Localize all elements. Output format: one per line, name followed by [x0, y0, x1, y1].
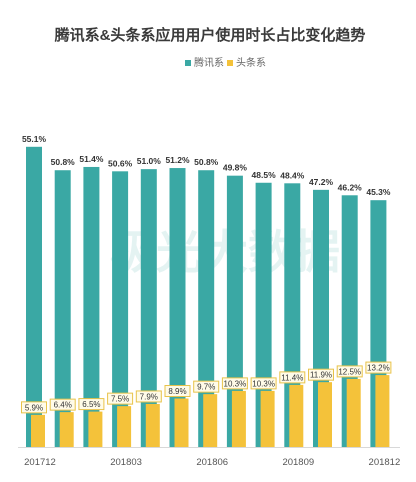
label-tencent-201801: 50.8% [51, 157, 76, 167]
bar-toutiao-201807 [231, 390, 246, 447]
label-tencent-201806: 50.8% [194, 157, 219, 167]
bar-toutiao-201802 [88, 411, 103, 447]
label-box-toutiao-201810 [308, 368, 334, 381]
chart-title: 腾讯系&头条系应用用户使用时长占比变化趋势 [54, 26, 366, 44]
label-tencent-201802: 51.4% [79, 154, 104, 164]
label-toutiao-201805: 8.9% [168, 387, 186, 396]
legend-label-tencent: 腾讯系 [194, 56, 224, 69]
bar-toutiao-201812 [375, 375, 390, 447]
label-box-toutiao-201712 [21, 401, 47, 414]
bar-toutiao-201809 [289, 384, 304, 447]
label-toutiao-201810: 11.9% [310, 371, 332, 380]
label-box-toutiao-201809 [279, 371, 306, 384]
bar-toutiao-201712 [31, 414, 45, 447]
label-toutiao-201806: 9.7% [197, 383, 215, 392]
label-box-toutiao-201805 [164, 385, 191, 398]
bar-toutiao-201810 [318, 382, 332, 447]
label-box-toutiao-201804 [135, 390, 162, 403]
x-axis: 201712 201803 201806 201809 201812 [18, 447, 401, 468]
label-toutiao-201812: 13.2% [367, 364, 390, 373]
bar-tencent-201801 [54, 170, 71, 447]
bar-tencent-201802 [83, 166, 100, 447]
bars: 55.1% 5.9% 50.8% 6.4% 51.4% 6.5% 50.6% 7.5% 51.0… [21, 134, 392, 448]
label-toutiao-201804: 7.9% [140, 392, 158, 401]
legend-swatch-toutiao [227, 60, 233, 66]
bar-toutiao-201805 [174, 398, 189, 447]
bar-tencent-201712 [26, 146, 42, 448]
label-toutiao-201809: 11.4% [281, 373, 303, 382]
label-tencent-201809: 48.4% [280, 170, 305, 180]
bar-toutiao-201806 [203, 394, 218, 447]
label-toutiao-201802: 6.5% [82, 400, 100, 409]
bar-tencent-201805 [169, 168, 186, 447]
x-tick-201803: 201803 [110, 457, 142, 468]
label-box-toutiao-201802 [78, 398, 105, 411]
label-tencent-201805: 51.2% [165, 155, 190, 165]
label-tencent-201812: 45.3% [366, 187, 391, 197]
legend-swatch-tencent [185, 60, 191, 66]
x-tick-201809: 201809 [282, 457, 314, 468]
label-toutiao-201712: 5.9% [25, 403, 43, 412]
label-box-toutiao-201808 [250, 377, 277, 390]
label-box-toutiao-201811 [336, 365, 363, 378]
legend: 腾讯系 头条系 [185, 56, 266, 69]
label-tencent-201810: 47.2% [309, 177, 334, 187]
label-tencent-201803: 50.6% [108, 158, 133, 168]
bar-tencent-201803 [112, 171, 129, 447]
label-toutiao-201803: 7.5% [111, 395, 129, 404]
bar-toutiao-201804 [145, 403, 160, 447]
bar-tencent-201804 [140, 169, 157, 447]
label-box-toutiao-201806 [193, 380, 220, 393]
label-toutiao-201808: 10.3% [252, 379, 275, 388]
label-box-toutiao-201807 [221, 377, 248, 390]
bar-toutiao-201803 [117, 406, 132, 447]
bar-toutiao-201808 [260, 390, 275, 447]
bar-toutiao-201811 [346, 378, 361, 447]
x-tick-201712: 201712 [24, 457, 56, 468]
label-tencent-201804: 51.0% [137, 156, 162, 166]
label-box-toutiao-201803 [107, 392, 134, 405]
x-tick-201812: 201812 [369, 457, 401, 468]
label-tencent-201807: 49.8% [223, 163, 248, 173]
legend-label-toutiao: 头条系 [236, 56, 266, 69]
label-toutiao-201801: 6.4% [54, 401, 72, 410]
label-box-toutiao-201801 [49, 398, 76, 411]
label-toutiao-201807: 10.3% [224, 379, 247, 388]
x-tick-201806: 201806 [196, 457, 228, 468]
label-box-toutiao-201812 [365, 361, 392, 374]
bar-toutiao-201801 [59, 412, 74, 447]
label-tencent-201811: 46.2% [338, 182, 363, 192]
bar-tencent-201806 [198, 170, 215, 447]
label-toutiao-201811: 12.5% [338, 367, 361, 376]
label-tencent-201808: 48.5% [252, 170, 277, 180]
label-tencent-201712: 55.1% [22, 134, 47, 144]
